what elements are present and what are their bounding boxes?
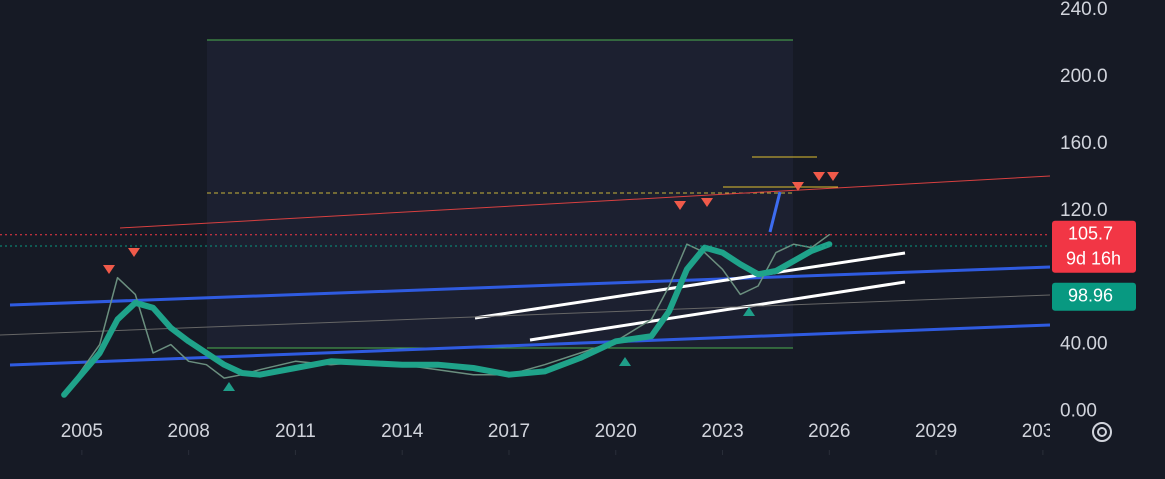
price-label-box — [1052, 282, 1136, 311]
channel-line — [474, 251, 906, 320]
projection — [768, 191, 782, 233]
price-label: 105.7 — [1068, 223, 1113, 243]
price-label: 98.96 — [1068, 285, 1113, 305]
trend-line — [9, 265, 1050, 307]
plot-area — [0, 39, 1050, 398]
y-tick-label: 40.00 — [1060, 334, 1108, 355]
trend-line — [9, 323, 1050, 367]
signal-down — [103, 265, 115, 274]
y-tick-label: 240.0 — [1060, 0, 1108, 20]
x-tick-label: 2029 — [915, 421, 957, 442]
channel-line — [529, 280, 906, 342]
signal-up — [619, 357, 631, 366]
signal-up — [743, 307, 755, 316]
signal-up — [223, 382, 235, 391]
x-tick-label: 2005 — [61, 421, 103, 442]
x-axis: 2005 2008 2011 2014 2017 2020 2023 2026 2029 2032 — [61, 421, 1064, 455]
x-tick-label: 2014 — [381, 421, 424, 442]
y-tick-label: 200.0 — [1060, 66, 1108, 87]
gear[interactable] — [1092, 422, 1112, 442]
y-tick-label: 120.0 — [1060, 200, 1108, 221]
x-tick-label: 2008 — [168, 421, 210, 442]
signal-down — [674, 201, 686, 210]
x-tick-label: 2020 — [595, 421, 637, 442]
signal-down — [128, 248, 140, 257]
x-tick-label: 2017 — [488, 421, 530, 442]
signal-down — [792, 182, 804, 191]
x-tick-label: 2011 — [275, 421, 316, 442]
gear-hub — [1097, 427, 1107, 437]
settings-icon[interactable] — [1092, 422, 1112, 442]
range-box — [207, 40, 793, 348]
series-line — [61, 241, 833, 398]
signal-down — [813, 172, 825, 181]
y-tick-label: 160.0 — [1060, 133, 1108, 154]
x-tick-label: 2023 — [701, 421, 743, 442]
signal-down — [701, 198, 713, 207]
x-tick-label: 2026 — [808, 421, 850, 442]
trend-line — [119, 175, 1050, 229]
price-label-box — [1052, 220, 1136, 273]
signal-down — [827, 172, 839, 181]
x-tick-label: 2032 — [1022, 421, 1064, 442]
price-countdown: 9d 16h — [1066, 248, 1121, 268]
y-tick-label: 0.00 — [1060, 401, 1097, 422]
series-line — [63, 233, 831, 396]
